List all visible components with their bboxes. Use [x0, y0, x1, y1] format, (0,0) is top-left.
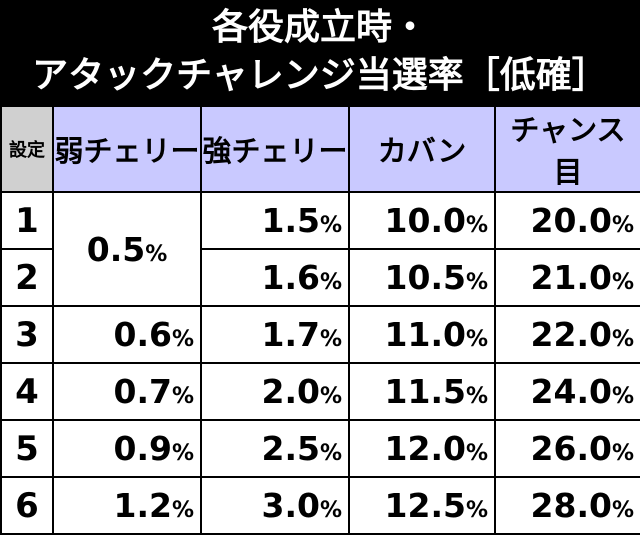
title-line-2: アタックチャレンジ当選率［低確］: [32, 55, 608, 96]
strong-cherry-cell: 1.5%: [200, 191, 350, 250]
setting-cell: 2: [0, 248, 54, 307]
strong-cherry-cell: 1.6%: [200, 248, 350, 307]
table-row: 4 0.7% 2.0% 11.5% 24.0%: [0, 362, 640, 421]
strong-cherry-cell: 1.7%: [200, 305, 350, 364]
setting-cell: 1: [0, 191, 54, 250]
header-setting: 設定: [0, 105, 54, 193]
bag-cell: 10.0%: [348, 191, 496, 250]
setting-cell: 4: [0, 362, 54, 421]
chance-cell: 26.0%: [494, 419, 640, 478]
bag-cell: 11.5%: [348, 362, 496, 421]
weak-cherry-cell: 0.9%: [52, 419, 202, 478]
table-row: 5 0.9% 2.5% 12.0% 26.0%: [0, 419, 640, 478]
bag-cell: 12.0%: [348, 419, 496, 478]
header-weak-cherry: 弱チェリー: [52, 105, 202, 193]
strong-cherry-cell: 2.5%: [200, 419, 350, 478]
page-title: 各役成立時・ アタックチャレンジ当選率［低確］: [0, 0, 640, 104]
chance-cell: 22.0%: [494, 305, 640, 364]
weak-cherry-cell: 1.2%: [52, 476, 202, 535]
header-strong-cherry: 強チェリー: [200, 105, 350, 193]
strong-cherry-cell: 2.0%: [200, 362, 350, 421]
setting-cell: 5: [0, 419, 54, 478]
weak-cherry-cell: 0.7%: [52, 362, 202, 421]
table-row: 3 0.6% 1.7% 11.0% 22.0%: [0, 305, 640, 364]
table-row: 2 1.6% 10.5% 21.0%: [0, 248, 640, 307]
probability-table: 設定 弱チェリー 強チェリー カバン チャンス目 1 0.5% 1.5% 10.…: [0, 105, 640, 535]
weak-cherry-cell: 0.6%: [52, 305, 202, 364]
table-row: 1 0.5% 1.5% 10.0% 20.0%: [0, 191, 640, 307]
chance-cell: 20.0%: [494, 191, 640, 250]
title-line-1: 各役成立時・: [211, 7, 428, 48]
chance-cell: 24.0%: [494, 362, 640, 421]
table-row: 6 1.2% 3.0% 12.5% 28.0%: [0, 476, 640, 535]
setting-cell: 6: [0, 476, 54, 535]
chance-cell: 28.0%: [494, 476, 640, 535]
weak-cherry-cell: 0.5%: [52, 191, 202, 307]
bag-cell: 11.0%: [348, 305, 496, 364]
bag-cell: 12.5%: [348, 476, 496, 535]
header-chance-eye: チャンス目: [494, 105, 640, 193]
setting-cell: 3: [0, 305, 54, 364]
strong-cherry-cell: 3.0%: [200, 476, 350, 535]
header-row: 設定 弱チェリー 強チェリー カバン チャンス目: [0, 105, 640, 193]
chance-cell: 21.0%: [494, 248, 640, 307]
bag-cell: 10.5%: [348, 248, 496, 307]
header-bag: カバン: [348, 105, 496, 193]
